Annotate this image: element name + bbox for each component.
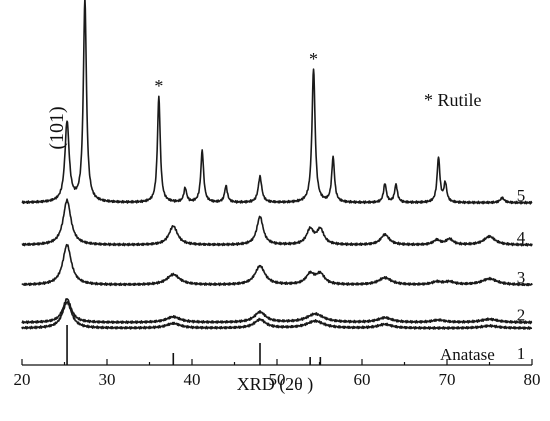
curve-labels: 2 3 4 5 1 xyxy=(517,186,526,363)
x-tick-label: 80 xyxy=(524,370,541,389)
xrd-curve-3 xyxy=(21,243,533,287)
curve-label-1: 1 xyxy=(517,344,526,363)
xrd-curve-5 xyxy=(21,0,533,205)
xrd-curve-unlabeled xyxy=(21,301,533,330)
x-tick-label: 50 xyxy=(269,370,286,389)
x-tick-label: 30 xyxy=(99,370,116,389)
peak-101-label: (101) xyxy=(46,106,68,149)
x-tick-label: 60 xyxy=(354,370,371,389)
curve-label-5: 5 xyxy=(517,186,526,205)
rutile-star: * xyxy=(154,76,163,96)
xrd-curve-2 xyxy=(21,298,533,325)
rutile-star: * xyxy=(309,49,318,69)
anatase-label: Anatase xyxy=(440,345,495,364)
legend-rutile: * Rutile xyxy=(424,90,482,110)
curve-label-4: 4 xyxy=(517,228,526,247)
x-tick-label: 40 xyxy=(184,370,201,389)
xrd-curve-4 xyxy=(21,198,533,247)
x-tick-label: 20 xyxy=(14,370,31,389)
anatase-reference-lines xyxy=(66,325,322,365)
curve-label-2: 2 xyxy=(517,306,526,325)
x-tick-label: 70 xyxy=(439,370,456,389)
xrd-curves xyxy=(21,0,533,330)
x-axis-label: XRD (2θ ) xyxy=(237,374,314,395)
curve-label-3: 3 xyxy=(517,268,526,287)
x-axis-ticks: 20 30 40 50 60 70 80 xyxy=(14,359,541,389)
rutile-star-markers: *** xyxy=(154,49,318,96)
